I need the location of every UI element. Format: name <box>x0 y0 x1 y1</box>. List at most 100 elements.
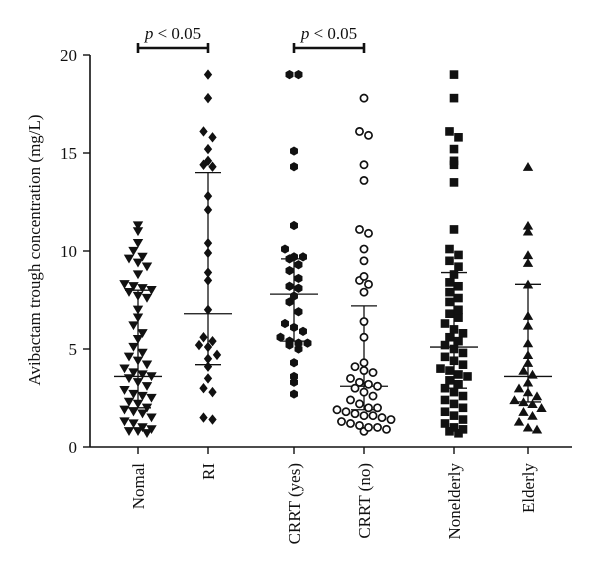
data-point <box>531 424 543 434</box>
data-point <box>294 273 303 284</box>
data-point <box>332 405 342 415</box>
data-point <box>445 278 454 287</box>
data-point <box>359 411 369 421</box>
data-point <box>132 335 144 344</box>
data-point <box>119 364 130 374</box>
data-point <box>522 258 534 267</box>
data-point <box>445 332 454 342</box>
data-point <box>364 279 373 289</box>
data-point <box>290 252 298 262</box>
data-point <box>132 399 144 409</box>
data-point <box>132 221 144 231</box>
data-point <box>128 246 139 256</box>
data-point <box>212 349 222 361</box>
data-point <box>454 313 463 322</box>
data-point <box>359 358 369 368</box>
category-label: Elderly <box>519 463 538 514</box>
data-point <box>137 423 148 433</box>
data-point <box>445 244 454 254</box>
data-point <box>294 70 303 80</box>
data-point <box>458 403 468 413</box>
data-point <box>522 377 534 387</box>
data-point <box>359 317 369 327</box>
data-point <box>436 364 445 373</box>
data-point <box>359 93 369 103</box>
data-point <box>132 239 144 248</box>
data-point <box>527 399 538 409</box>
data-point <box>303 338 312 348</box>
data-point <box>522 350 534 360</box>
data-point <box>285 297 294 307</box>
data-point <box>290 377 298 387</box>
axes: 0 5 10 15 20 <box>60 46 572 457</box>
data-point <box>203 267 213 278</box>
data-point <box>281 318 289 329</box>
significance-label: p < 0.05 <box>144 24 201 43</box>
data-point <box>128 419 139 429</box>
data-point <box>199 412 208 423</box>
data-point <box>373 422 382 432</box>
data-point <box>208 132 217 143</box>
data-point <box>203 275 213 286</box>
data-point <box>364 379 373 389</box>
data-point <box>290 291 298 301</box>
data-point <box>128 321 139 331</box>
data-point <box>203 237 213 249</box>
data-point <box>294 344 303 354</box>
data-point <box>141 360 153 370</box>
data-point <box>522 162 534 171</box>
data-point <box>445 427 454 436</box>
data-point <box>458 391 468 401</box>
data-point <box>199 126 208 137</box>
data-point <box>445 256 454 266</box>
category-labels: Nomal RI CRRT (yes) CRRT (no) Nonelderly Elde… <box>129 463 538 545</box>
data-point <box>359 175 369 185</box>
data-point <box>386 415 396 425</box>
data-point <box>449 93 459 103</box>
data-point <box>128 282 139 291</box>
significance-threshold: < 0.05 <box>309 24 357 43</box>
data-point <box>137 348 148 358</box>
data-point <box>290 220 298 231</box>
data-point <box>364 403 373 413</box>
data-point <box>449 225 459 234</box>
data-point <box>463 372 472 381</box>
data-point <box>141 382 153 391</box>
data-point <box>364 422 373 432</box>
data-point <box>123 427 135 436</box>
data-point <box>203 373 213 384</box>
data-point <box>359 366 369 376</box>
data-point <box>132 305 144 315</box>
data-point <box>522 422 534 432</box>
data-point <box>132 427 144 436</box>
data-point <box>522 220 534 230</box>
data-point <box>132 270 144 280</box>
data-point <box>119 405 130 415</box>
data-point <box>522 311 534 320</box>
data-point <box>449 344 459 354</box>
data-point <box>290 371 298 382</box>
data-point <box>203 143 213 155</box>
data-point <box>454 250 463 260</box>
data-point <box>132 227 144 237</box>
data-point <box>518 365 529 375</box>
data-point <box>203 247 213 259</box>
data-point <box>359 272 369 281</box>
y-tick-label: 20 <box>60 46 77 65</box>
data-point <box>440 395 450 405</box>
category-label: Nonelderly <box>445 463 464 540</box>
data-point <box>449 399 459 409</box>
data-point <box>445 376 454 385</box>
data-point <box>359 287 369 297</box>
data-point <box>132 258 144 268</box>
data-point <box>373 403 382 413</box>
data-point <box>445 309 454 319</box>
data-point <box>137 284 148 293</box>
data-point <box>445 287 454 297</box>
data-point <box>355 377 364 387</box>
data-point <box>208 335 217 347</box>
significance-brackets: p < 0.05 p < 0.05 <box>136 24 366 53</box>
data-point <box>359 332 369 342</box>
data-point <box>454 370 463 379</box>
data-point <box>123 352 135 362</box>
